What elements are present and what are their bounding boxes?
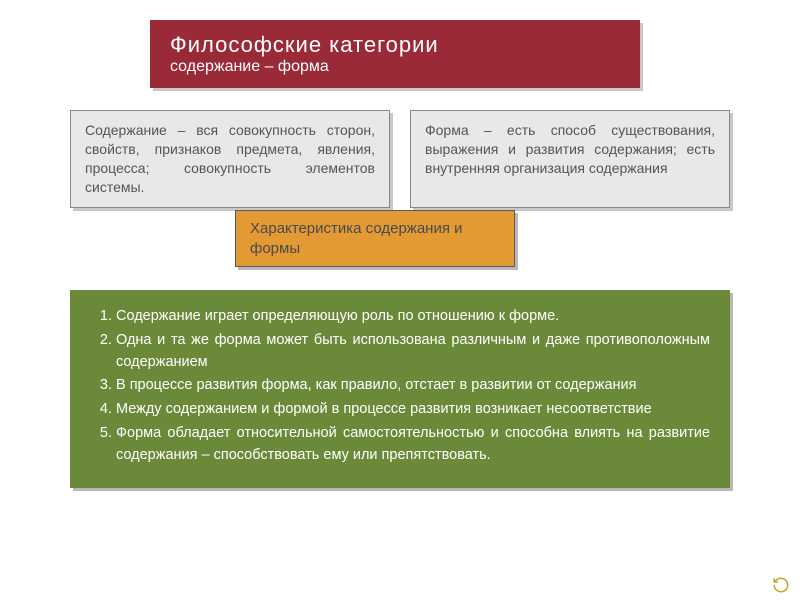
refresh-icon — [772, 576, 790, 594]
definitions-row: Содержание – вся совокупность сторон, св… — [70, 110, 730, 208]
list-item: Одна и та же форма может быть использова… — [116, 330, 710, 374]
title-main: Философские категории — [170, 32, 620, 58]
characteristics-list: Содержание играет определяющую роль по о… — [70, 290, 730, 488]
points-list: Содержание играет определяющую роль по о… — [90, 306, 710, 466]
definition-content: Содержание – вся совокупность сторон, св… — [70, 110, 390, 208]
title-sub: содержание – форма — [170, 58, 620, 76]
title-block: Философские категории содержание – форма — [150, 20, 640, 88]
list-item: В процессе развития форма, как правило, … — [116, 375, 710, 397]
list-item: Содержание играет определяющую роль по о… — [116, 306, 710, 328]
list-item: Форма обладает относительной самостоятел… — [116, 423, 710, 467]
definition-form: Форма – есть способ существования, выраж… — [410, 110, 730, 208]
list-item: Между содержанием и формой в процессе ра… — [116, 399, 710, 421]
characteristic-heading: Характеристика содержания и формы — [235, 210, 515, 267]
